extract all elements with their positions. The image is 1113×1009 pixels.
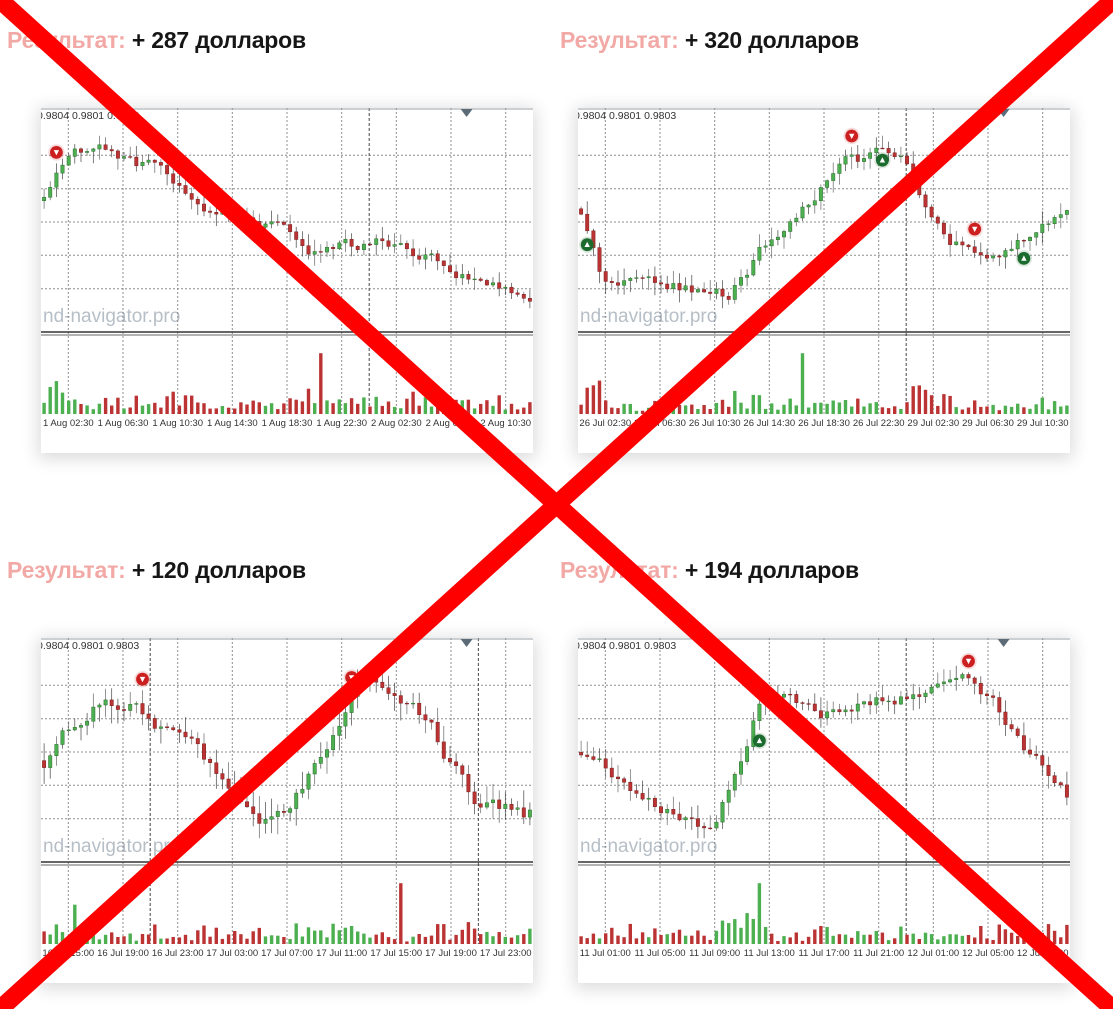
svg-text:17 Jul 15:00: 17 Jul 15:00 xyxy=(370,948,422,959)
svg-text:2 Aug 02:30: 2 Aug 02:30 xyxy=(371,418,422,429)
svg-text:26 Jul 14:30: 26 Jul 14:30 xyxy=(743,418,795,429)
svg-text:29 Jul 10:30: 29 Jul 10:30 xyxy=(1017,418,1069,429)
svg-text:nd-navigator.pro: nd-navigator.pro xyxy=(580,836,717,857)
svg-text:nd-navigator.pro: nd-navigator.pro xyxy=(580,306,717,327)
svg-text:1 Aug 18:30: 1 Aug 18:30 xyxy=(262,418,313,429)
svg-text:29 Jul 02:30: 29 Jul 02:30 xyxy=(907,418,959,429)
svg-text:1 Aug 06:30: 1 Aug 06:30 xyxy=(98,418,149,429)
svg-text:0.9804 0.9801 0.9803: 0.9804 0.9801 0.9803 xyxy=(41,640,139,652)
svg-text:12 Jul 01:00: 12 Jul 01:00 xyxy=(907,948,959,959)
svg-text:26 Jul 18:30: 26 Jul 18:30 xyxy=(798,418,850,429)
svg-text:11 Jul 17:00: 11 Jul 17:00 xyxy=(798,948,849,959)
svg-text:nd-navigator.pro: nd-navigator.pro xyxy=(43,836,180,857)
svg-text:29 Jul 06:30: 29 Jul 06:30 xyxy=(962,418,1014,429)
svg-text:nd-navigator.pro: nd-navigator.pro xyxy=(43,306,180,327)
svg-text:17 Jul 03:00: 17 Jul 03:00 xyxy=(206,948,258,959)
svg-text:0.9804 0.9801 0.9803: 0.9804 0.9801 0.9803 xyxy=(578,110,676,122)
svg-text:1 Aug 22:30: 1 Aug 22:30 xyxy=(316,418,367,429)
svg-text:16 Jul 23:00: 16 Jul 23:00 xyxy=(152,948,204,959)
svg-text:17 Jul 19:00: 17 Jul 19:00 xyxy=(425,948,477,959)
svg-text:16 Jul 19:00: 16 Jul 19:00 xyxy=(97,948,149,959)
svg-text:2 Aug 10:30: 2 Aug 10:30 xyxy=(480,418,531,429)
svg-text:1 Aug 02:30: 1 Aug 02:30 xyxy=(43,418,94,429)
svg-text:11 Jul 05:00: 11 Jul 05:00 xyxy=(634,948,685,959)
svg-text:11 Jul 01:00: 11 Jul 01:00 xyxy=(580,948,631,959)
svg-text:0.9804 0.9801 0.9803: 0.9804 0.9801 0.9803 xyxy=(41,110,139,122)
svg-text:11 Jul 21:00: 11 Jul 21:00 xyxy=(853,948,904,959)
svg-text:1 Aug 14:30: 1 Aug 14:30 xyxy=(207,418,258,429)
svg-text:0.9804 0.9801 0.9803: 0.9804 0.9801 0.9803 xyxy=(578,640,676,652)
svg-text:11 Jul 13:00: 11 Jul 13:00 xyxy=(744,948,795,959)
svg-text:26 Jul 22:30: 26 Jul 22:30 xyxy=(853,418,905,429)
svg-text:12 Jul 05:00: 12 Jul 05:00 xyxy=(962,948,1014,959)
svg-text:17 Jul 11:00: 17 Jul 11:00 xyxy=(316,948,367,959)
svg-text:26 Jul 06:30: 26 Jul 06:30 xyxy=(634,418,686,429)
svg-text:26 Jul 02:30: 26 Jul 02:30 xyxy=(579,418,631,429)
svg-text:1 Aug 10:30: 1 Aug 10:30 xyxy=(152,418,203,429)
svg-text:26 Jul 10:30: 26 Jul 10:30 xyxy=(689,418,741,429)
svg-text:16 Jul 15:00: 16 Jul 15:00 xyxy=(42,948,94,959)
svg-text:17 Jul 07:00: 17 Jul 07:00 xyxy=(261,948,313,959)
svg-text:12 Jul 09:00: 12 Jul 09:00 xyxy=(1017,948,1069,959)
svg-text:2 Aug 06:30: 2 Aug 06:30 xyxy=(426,418,477,429)
svg-text:11 Jul 09:00: 11 Jul 09:00 xyxy=(689,948,740,959)
svg-text:17 Jul 23:00: 17 Jul 23:00 xyxy=(480,948,532,959)
